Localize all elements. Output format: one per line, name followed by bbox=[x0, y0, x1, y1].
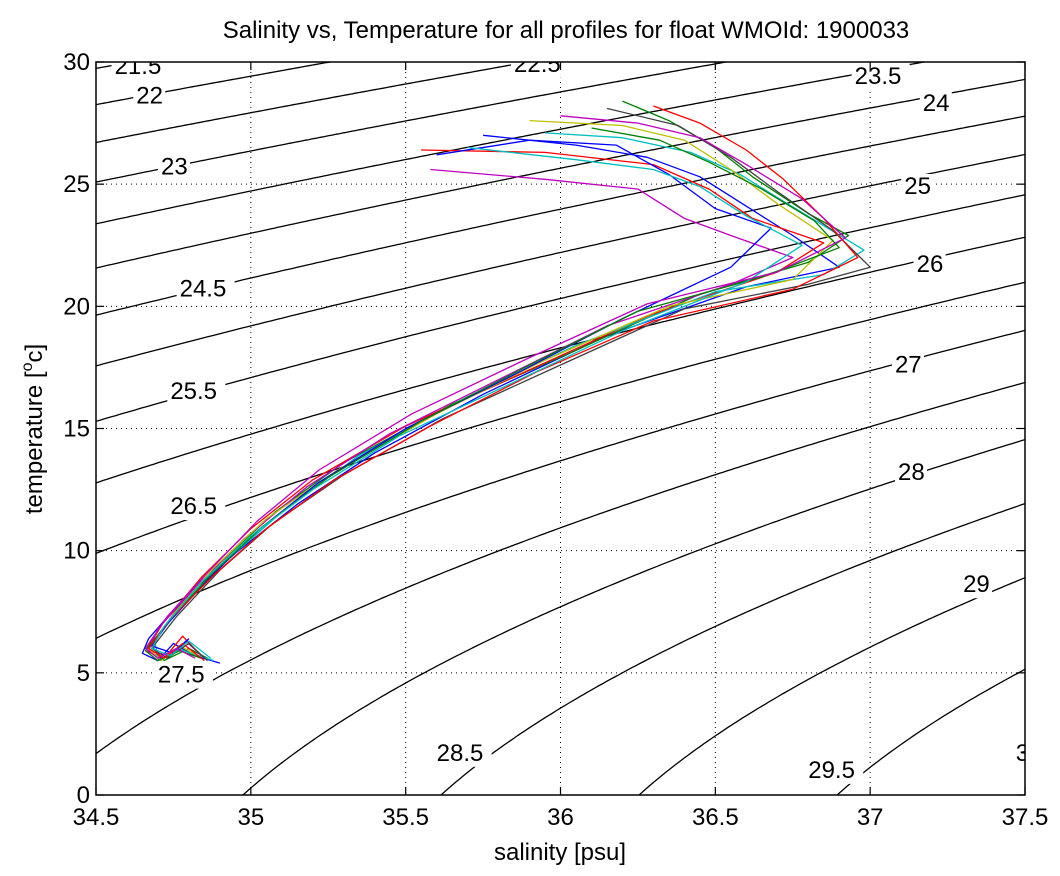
isopycnal-line bbox=[638, 577, 1025, 795]
y-tick-label: 20 bbox=[63, 293, 90, 320]
grid bbox=[96, 62, 1025, 795]
contour-label-bg bbox=[891, 352, 924, 379]
contour-label: 26 bbox=[917, 251, 944, 278]
contour-label: 27 bbox=[895, 351, 922, 378]
contour-label-bg bbox=[433, 740, 492, 767]
contour-label-bg bbox=[895, 459, 928, 486]
x-tick-label: 37 bbox=[857, 804, 884, 831]
contour-label-bg bbox=[960, 572, 993, 599]
density-contours bbox=[96, 62, 1025, 795]
isopycnal-line bbox=[96, 329, 1025, 639]
contour-label: 28.5 bbox=[437, 740, 484, 767]
x-tick-label: 36 bbox=[547, 804, 574, 831]
y-axis-label: temperature [oc] bbox=[19, 344, 48, 514]
contour-label-bg bbox=[154, 662, 213, 689]
contour-label-bg bbox=[133, 83, 166, 110]
x-tick-label: 34.5 bbox=[73, 804, 120, 831]
profile-line bbox=[144, 149, 825, 659]
x-axis-label: salinity [psu] bbox=[494, 839, 626, 866]
isopycnal-line bbox=[96, 62, 532, 144]
isopycnal-line bbox=[96, 115, 1025, 316]
isopycnal-line bbox=[241, 438, 1025, 795]
profile-line bbox=[147, 105, 859, 662]
chart-title: Salinity vs, Temperature for all profile… bbox=[223, 17, 910, 44]
profile-line bbox=[147, 168, 794, 659]
contour-label: 24.5 bbox=[180, 276, 227, 303]
contour-label: 21.5 bbox=[115, 53, 162, 80]
y-tick-label: 30 bbox=[63, 49, 90, 76]
contour-label: 23 bbox=[161, 153, 188, 180]
isopycnal-line bbox=[439, 502, 1025, 795]
y-tick-label: 15 bbox=[63, 416, 90, 443]
contour-label: 29.5 bbox=[808, 757, 855, 784]
isopycnal-line bbox=[96, 153, 1025, 367]
y-tick-label: 0 bbox=[77, 782, 90, 809]
contour-label: 29 bbox=[963, 571, 990, 598]
contour-label-bg bbox=[851, 63, 910, 90]
y-axis-label-main: temperature [ bbox=[21, 371, 48, 514]
contour-label-bg bbox=[913, 252, 946, 279]
contour-label: 22 bbox=[136, 83, 163, 110]
contour-label-bg bbox=[805, 757, 864, 784]
isopycnal-line bbox=[96, 62, 730, 183]
isopycnal-line bbox=[96, 281, 1025, 555]
contour-label: 25 bbox=[904, 173, 931, 200]
contour-label-bg bbox=[1012, 740, 1025, 767]
x-tick-label: 35 bbox=[237, 804, 264, 831]
contour-label: 30 bbox=[1016, 740, 1043, 767]
x-tick-label: 35.5 bbox=[382, 804, 429, 831]
contour-label-bg bbox=[176, 276, 235, 303]
contour-label-bg bbox=[111, 62, 170, 81]
y-axis-label-sup: o bbox=[19, 362, 36, 371]
plot-frame bbox=[95, 61, 1026, 796]
contour-label: 23.5 bbox=[855, 63, 902, 90]
contour-label: 28 bbox=[898, 459, 925, 486]
contour-label-bg bbox=[167, 494, 226, 521]
y-tick-label: 10 bbox=[63, 538, 90, 565]
profile-line bbox=[151, 146, 803, 659]
contour-label: 22.5 bbox=[514, 51, 561, 78]
isopycnal-line bbox=[96, 194, 1025, 422]
contour-labels: 21.5 22 22.5 23 23.5 24 24.5 25 25.5 26 26.5 27 27.5… bbox=[111, 51, 1043, 784]
contour-label-bg bbox=[919, 90, 952, 117]
axis-ticks: 34.5 35 35.5 36 36.5 37 37.5 0 5 10 15 20 25 30 bbox=[63, 49, 1048, 831]
contour-label: 25.5 bbox=[170, 378, 217, 405]
contour-label: 24 bbox=[923, 90, 950, 117]
x-tick-label: 36.5 bbox=[692, 804, 739, 831]
profile-series bbox=[141, 100, 871, 664]
contour-label-bg bbox=[167, 379, 226, 406]
isopycnal-line bbox=[96, 236, 1025, 484]
isopycnal-line bbox=[836, 668, 1025, 795]
isopycnal-line bbox=[96, 381, 1025, 755]
x-tick-label: 37.5 bbox=[1002, 804, 1049, 831]
contour-label: 26.5 bbox=[170, 493, 217, 520]
contour-label: 27.5 bbox=[158, 662, 205, 689]
profile-line bbox=[144, 115, 847, 659]
profile-line bbox=[154, 132, 865, 662]
contour-label-bg bbox=[901, 173, 934, 200]
contour-label-bg bbox=[511, 62, 570, 78]
y-axis-label-tail: c] bbox=[21, 344, 48, 363]
isopycnal-line bbox=[96, 78, 1025, 269]
y-tick-label: 25 bbox=[63, 171, 90, 198]
profile-line bbox=[144, 127, 840, 662]
contour-label-bg bbox=[158, 154, 191, 181]
profile-line bbox=[151, 139, 772, 654]
isopycnal-line bbox=[96, 62, 334, 106]
y-tick-label: 5 bbox=[77, 660, 90, 687]
